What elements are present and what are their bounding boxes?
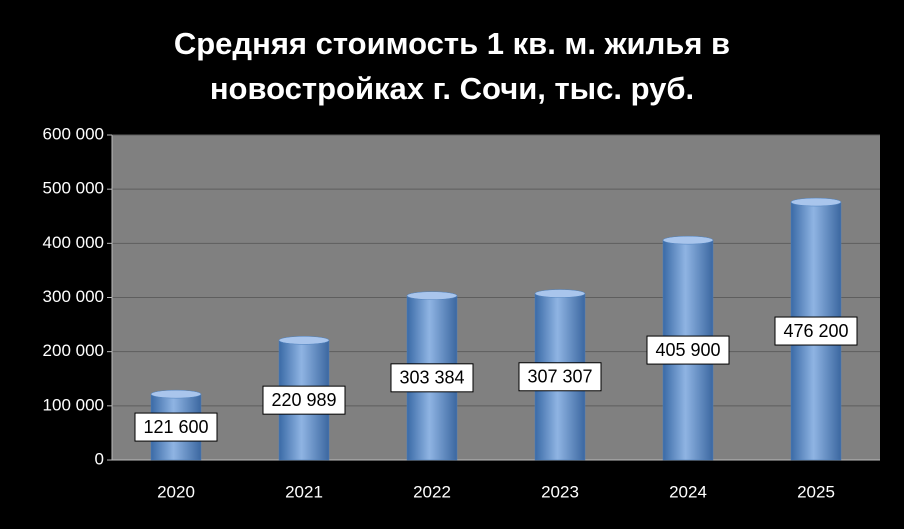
value-label-box: [774, 316, 858, 346]
value-label-box: [646, 335, 730, 365]
bar-top: [278, 336, 330, 345]
value-label: 476 200: [783, 321, 848, 341]
y-tick-label: 500 000: [43, 179, 104, 198]
y-tick-label: 400 000: [43, 233, 104, 252]
y-tick-label: 0: [95, 449, 104, 468]
x-tick-label: 2020: [157, 482, 195, 501]
y-tick-label: 200 000: [43, 341, 104, 360]
x-tick-label: 2024: [669, 482, 707, 501]
bar-top: [406, 291, 458, 300]
value-label: 405 900: [655, 340, 720, 360]
value-label: 121 600: [143, 417, 208, 437]
bar-top: [662, 235, 714, 245]
value-label-box: [390, 363, 474, 393]
x-tick-label: 2023: [541, 482, 579, 501]
value-label-box: [262, 385, 346, 415]
y-tick-label: 600 000: [43, 124, 104, 143]
value-label-box: [518, 362, 602, 392]
bar-top: [150, 389, 202, 399]
value-label: 220 989: [271, 390, 336, 410]
value-label-box: [134, 412, 218, 442]
bar-top: [790, 197, 842, 207]
chart-title: Средняя стоимость 1 кв. м. жилья в: [174, 26, 730, 61]
y-tick-label: 100 000: [43, 395, 104, 414]
y-tick-label: 300 000: [43, 287, 104, 306]
value-label: 307 307: [527, 367, 592, 387]
x-tick-label: 2022: [413, 482, 451, 501]
x-tick-label: 2025: [797, 482, 835, 501]
bar-top: [534, 289, 586, 298]
chart-title: новостройках г. Сочи, тыс. руб.: [210, 71, 694, 106]
x-tick-label: 2021: [285, 482, 323, 501]
value-label: 303 384: [399, 368, 464, 388]
